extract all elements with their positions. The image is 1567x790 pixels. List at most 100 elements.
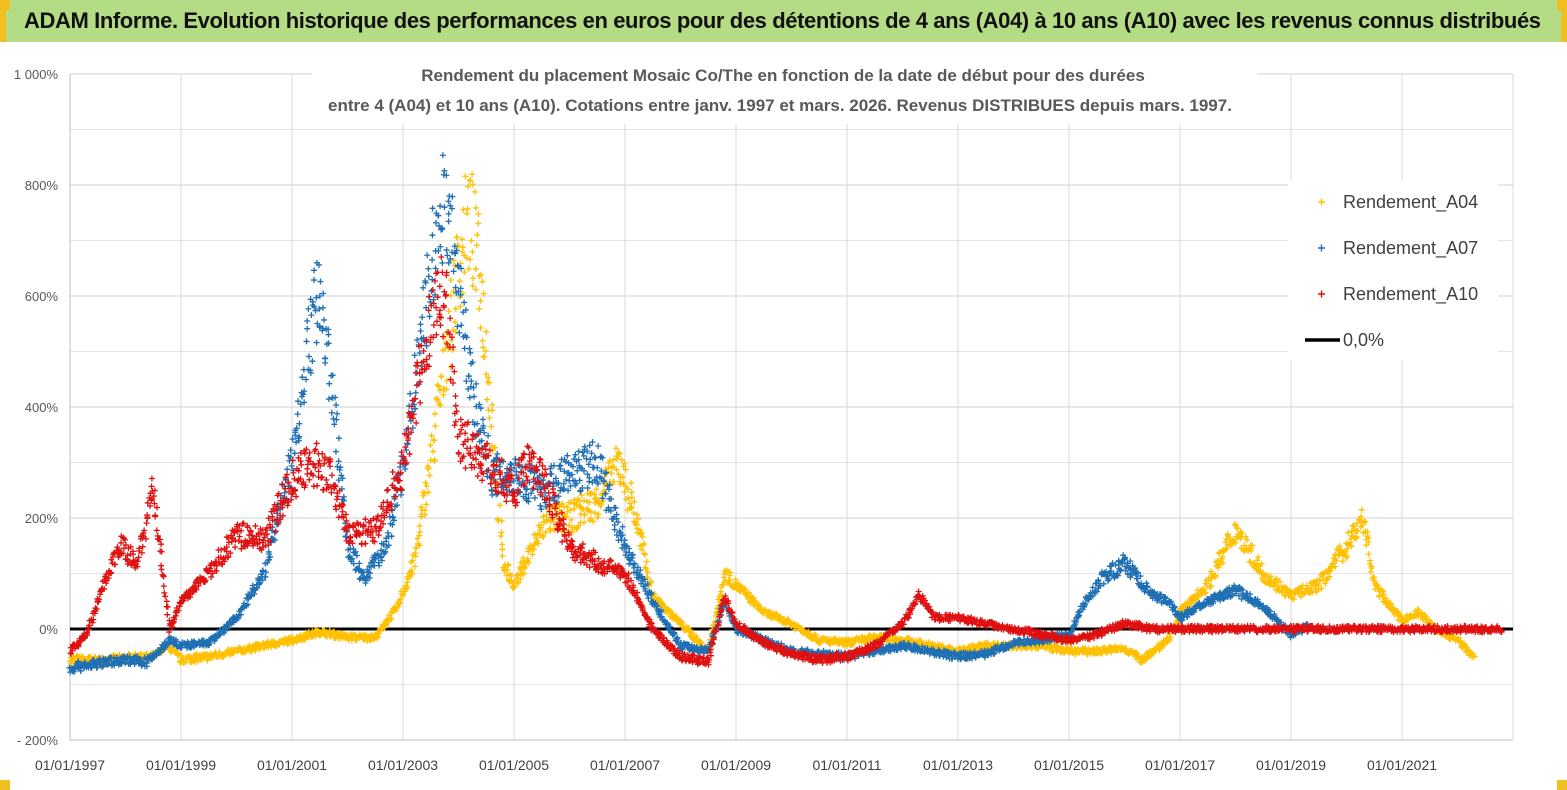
- data-point: [1471, 653, 1478, 660]
- data-point: [1368, 565, 1375, 572]
- x-tick-label: 01/01/2015: [1034, 757, 1104, 773]
- data-point: [641, 550, 648, 557]
- data-point: [605, 465, 612, 472]
- data-point: [568, 516, 575, 523]
- data-point: [1212, 572, 1219, 579]
- data-point: [426, 472, 433, 479]
- data-point: [1367, 568, 1374, 575]
- data-point: [81, 659, 88, 666]
- data-point: [550, 519, 557, 526]
- data-point: [594, 514, 601, 521]
- data-point: [450, 257, 457, 264]
- data-point: [642, 564, 649, 571]
- data-point: [1383, 595, 1390, 602]
- data-point: [522, 561, 529, 568]
- data-point: [1350, 522, 1357, 529]
- data-point: [192, 659, 199, 666]
- data-point: [434, 397, 441, 404]
- data-point: [486, 379, 493, 386]
- data-point: [628, 494, 635, 501]
- data-point: [633, 511, 640, 518]
- data-point: [464, 205, 471, 212]
- data-point: [984, 639, 991, 646]
- data-point: [499, 553, 506, 560]
- data-point: [1275, 583, 1282, 590]
- data-point: [469, 283, 476, 290]
- data-point: [1363, 542, 1370, 549]
- data-point: [540, 513, 547, 520]
- data-point: [498, 529, 505, 536]
- data-point: [486, 415, 493, 422]
- y-tick-label: 600%: [25, 289, 59, 304]
- data-point: [576, 498, 583, 505]
- data-point: [531, 531, 538, 538]
- data-point: [1380, 591, 1387, 598]
- banner: ADAM Informe. Evolution historique des p…: [0, 0, 1567, 42]
- data-point: [571, 505, 578, 512]
- data-point: [94, 664, 101, 671]
- data-point: [1050, 647, 1057, 654]
- data-point: [1343, 553, 1350, 560]
- data-point: [428, 432, 435, 439]
- data-point: [613, 466, 620, 473]
- data-point: [1326, 573, 1333, 580]
- data-point: [615, 449, 622, 456]
- data-point: [489, 407, 496, 414]
- data-point: [1345, 529, 1352, 536]
- x-tick-label: 01/01/2011: [812, 757, 881, 773]
- data-point: [586, 499, 593, 506]
- data-point: [1330, 560, 1337, 567]
- data-point: [1349, 523, 1356, 530]
- data-point: [773, 610, 780, 617]
- data-point: [1361, 518, 1368, 525]
- data-point: [456, 278, 463, 285]
- data-point: [635, 516, 642, 523]
- data-point: [566, 522, 573, 529]
- data-point: [1231, 521, 1238, 528]
- data-point: [472, 188, 479, 195]
- data-point: [408, 567, 415, 574]
- data-point: [469, 171, 476, 178]
- data-point: [540, 534, 547, 541]
- data-point: [445, 308, 452, 315]
- data-point: [557, 509, 564, 516]
- data-point: [118, 660, 125, 667]
- series-marks: [66, 152, 1513, 676]
- data-point: [312, 633, 319, 640]
- data-point: [480, 290, 487, 297]
- data-point: [668, 608, 675, 615]
- x-tick-label: 01/01/2021: [1367, 757, 1437, 773]
- y-tick-label: - 200%: [17, 733, 59, 748]
- data-point: [421, 490, 428, 497]
- data-point: [1317, 577, 1324, 584]
- data-point: [431, 410, 438, 417]
- data-point: [75, 658, 82, 665]
- data-point: [1219, 560, 1226, 567]
- data-point: [479, 337, 486, 344]
- data-point: [1134, 650, 1141, 657]
- data-point: [1348, 543, 1355, 550]
- data-point: [1328, 564, 1335, 571]
- data-point: [437, 387, 444, 394]
- data-point: [750, 594, 757, 601]
- data-point: [448, 336, 455, 343]
- chart-background: [0, 42, 1567, 790]
- data-point: [547, 528, 554, 535]
- data-point: [475, 211, 482, 218]
- data-point: [1358, 513, 1365, 520]
- data-point: [1215, 564, 1222, 571]
- data-point: [1332, 563, 1339, 570]
- data-point: [644, 575, 651, 582]
- data-point: [1338, 546, 1345, 553]
- data-point: [593, 486, 600, 493]
- data-point: [496, 502, 503, 509]
- data-point: [1255, 554, 1262, 561]
- data-point: [412, 550, 419, 557]
- data-point: [467, 256, 474, 263]
- data-point: [477, 324, 484, 331]
- data-point: [1216, 561, 1223, 568]
- data-point: [1232, 522, 1239, 529]
- data-point: [1333, 557, 1340, 564]
- data-point: [1219, 553, 1226, 560]
- data-point: [581, 511, 588, 518]
